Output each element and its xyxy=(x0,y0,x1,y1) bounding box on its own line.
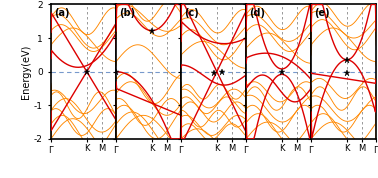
Text: (a): (a) xyxy=(54,9,70,19)
Text: (e): (e) xyxy=(314,9,330,19)
Y-axis label: Energy(eV): Energy(eV) xyxy=(21,44,31,99)
Text: (c): (c) xyxy=(184,9,199,19)
Text: (b): (b) xyxy=(119,9,135,19)
Text: (d): (d) xyxy=(249,9,265,19)
